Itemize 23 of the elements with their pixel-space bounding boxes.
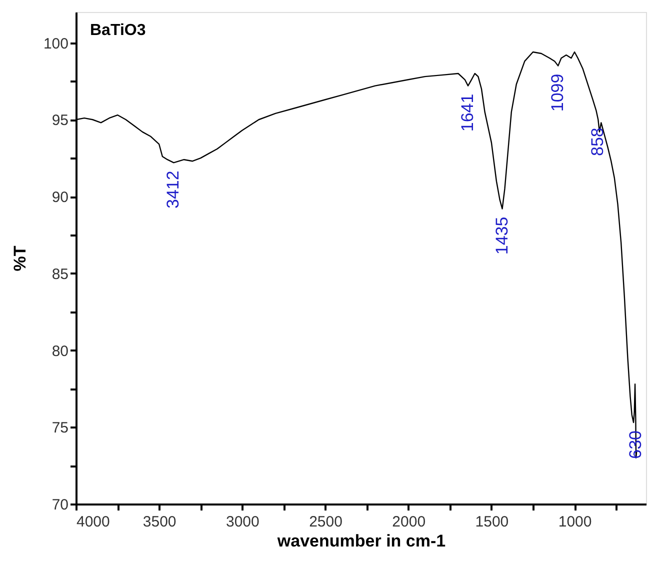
y-tick-label: 80: [52, 342, 68, 360]
x-tick-label: 4000: [76, 514, 110, 530]
x-tick-label: 1000: [558, 514, 592, 530]
annotation: 1435: [492, 216, 512, 255]
x-tick-label: 2000: [392, 514, 426, 530]
y-tick-label: 85: [52, 266, 68, 283]
y-tick-label: 70: [52, 496, 68, 514]
annotation: 3412: [164, 170, 183, 209]
annotation: 630: [626, 430, 646, 459]
annotation: 858: [588, 128, 608, 156]
x-tick-label: 3500: [142, 514, 176, 530]
x-tick-label: 1500: [475, 514, 509, 530]
y-axis-title: %T: [10, 245, 30, 272]
y-tick-label: 90: [52, 189, 68, 206]
annotation: 1641: [458, 94, 478, 132]
x-tick-label: 2500: [309, 514, 342, 530]
y-tick-label: 95: [52, 112, 68, 130]
y-tick-label: 100: [43, 35, 68, 52]
x-axis-title: wavenumber in cm-1: [276, 532, 446, 550]
annotation: 1099: [548, 74, 568, 112]
text: BaTiO3: [90, 22, 146, 39]
x-tick-label: 3000: [226, 514, 260, 530]
y-tick-label: 75: [52, 420, 68, 437]
